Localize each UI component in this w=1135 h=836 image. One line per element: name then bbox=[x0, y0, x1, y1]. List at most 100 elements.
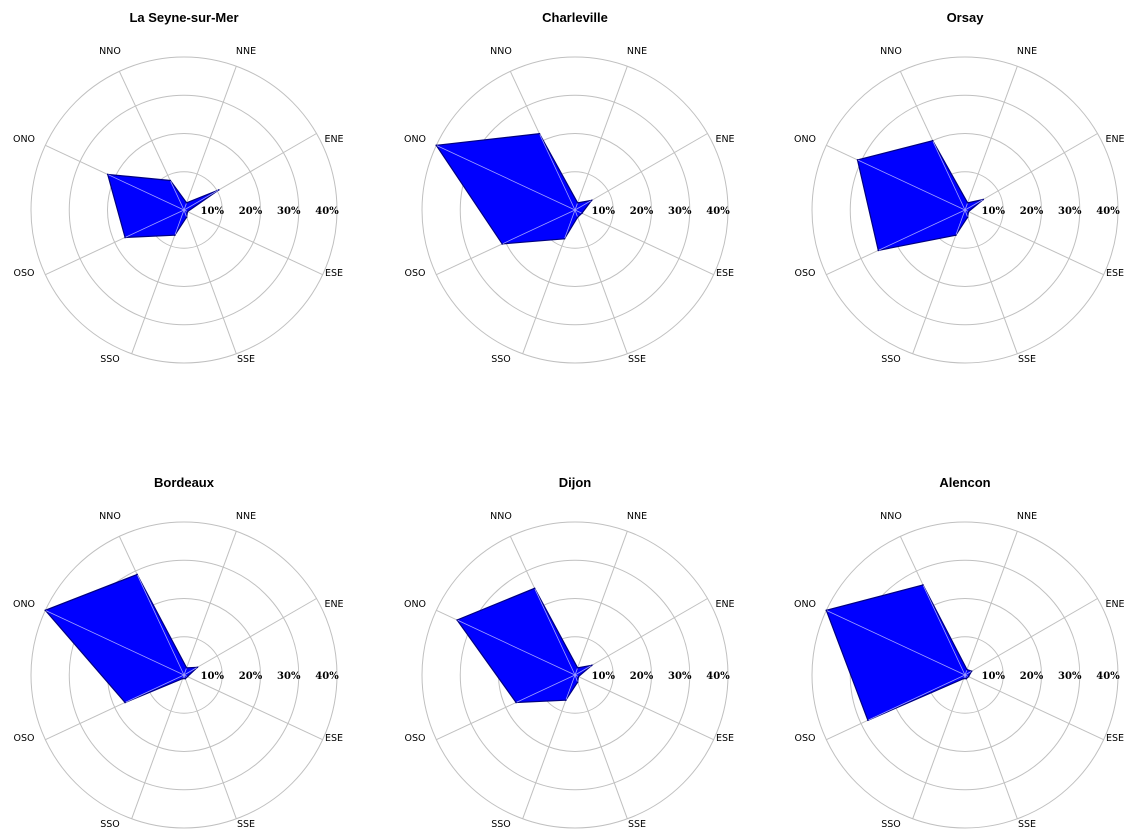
spoke-overlay bbox=[124, 674, 185, 703]
radial-tick-label: 20% bbox=[239, 206, 263, 217]
direction-label-ene: ENE bbox=[1105, 134, 1124, 145]
direction-label-ese: ESE bbox=[1106, 268, 1124, 279]
data-point-sso bbox=[563, 237, 566, 240]
data-point-sso bbox=[955, 234, 957, 236]
spoke-line bbox=[183, 674, 237, 819]
radial-tick-label: 20% bbox=[239, 671, 263, 682]
radial-tick-label: 40% bbox=[706, 206, 730, 217]
spoke-line bbox=[183, 66, 237, 211]
grid-circle bbox=[459, 559, 691, 791]
radial-tick-label: 20% bbox=[1020, 671, 1044, 682]
data-point-ese bbox=[967, 675, 970, 678]
radial-tick-label: 20% bbox=[1020, 206, 1044, 217]
spoke-overlay bbox=[955, 209, 966, 236]
spoke-line bbox=[964, 209, 1104, 276]
data-point-nne bbox=[185, 667, 188, 669]
direction-label-ono: ONO bbox=[794, 134, 816, 145]
data-point-nne bbox=[576, 202, 579, 204]
spoke-overlay bbox=[183, 667, 198, 676]
grid-circle bbox=[421, 521, 729, 829]
data-point-ene bbox=[982, 198, 985, 201]
chart-title: Orsay bbox=[946, 10, 984, 25]
grid-circle bbox=[68, 559, 300, 791]
direction-label-sso: SSO bbox=[881, 354, 901, 365]
grid-circle bbox=[30, 521, 338, 829]
data-point-ese bbox=[967, 210, 970, 213]
direction-label-nne: NNE bbox=[627, 511, 647, 522]
direction-label-sso: SSO bbox=[491, 354, 511, 365]
spoke-overlay bbox=[878, 209, 966, 251]
data-point-sse bbox=[576, 216, 579, 218]
spoke-line bbox=[964, 209, 1018, 354]
spoke-overlay bbox=[565, 674, 576, 701]
data-point-ene bbox=[217, 189, 220, 191]
grid-circle bbox=[849, 94, 1081, 326]
data-point-ono bbox=[44, 609, 47, 612]
direction-label-ono: ONO bbox=[404, 134, 426, 145]
data-point-oso bbox=[124, 236, 126, 239]
spoke-line bbox=[574, 209, 628, 354]
spoke-overlay bbox=[964, 670, 972, 676]
spoke-overlay bbox=[183, 189, 219, 211]
direction-label-nne: NNE bbox=[1017, 46, 1037, 57]
spoke-line bbox=[574, 133, 708, 211]
direction-label-ono: ONO bbox=[404, 599, 426, 610]
data-point-ese bbox=[186, 210, 189, 213]
radial-tick-label: 10% bbox=[982, 671, 1006, 682]
direction-label-sse: SSE bbox=[628, 819, 646, 830]
radial-tick-label: 10% bbox=[201, 206, 225, 217]
spoke-line bbox=[574, 598, 708, 676]
spoke-overlay bbox=[964, 202, 968, 211]
spoke-overlay bbox=[183, 202, 187, 211]
direction-label-nne: NNE bbox=[627, 46, 647, 57]
data-point-ene bbox=[590, 664, 593, 667]
radial-tick-label: 40% bbox=[315, 671, 339, 682]
radial-tick-label: 30% bbox=[668, 206, 692, 217]
data-point-sse bbox=[184, 677, 187, 680]
direction-label-ese: ESE bbox=[325, 733, 343, 744]
radial-tick-label: 40% bbox=[706, 671, 730, 682]
grid-circle bbox=[421, 56, 729, 364]
spoke-line bbox=[131, 674, 185, 819]
data-point-nno bbox=[922, 584, 924, 586]
data-point-ono bbox=[106, 173, 109, 176]
spoke-overlay bbox=[574, 200, 592, 211]
direction-label-oso: OSO bbox=[14, 733, 35, 744]
data-point-oso bbox=[867, 719, 869, 722]
radial-tick-label: 40% bbox=[315, 206, 339, 217]
spoke-overlay bbox=[867, 674, 966, 721]
spoke-line bbox=[964, 674, 1018, 819]
data-point-sso bbox=[962, 677, 965, 680]
data-point-sso bbox=[181, 677, 184, 680]
direction-label-nne: NNE bbox=[1017, 511, 1037, 522]
direction-label-sso: SSO bbox=[881, 819, 901, 830]
data-point-ono bbox=[435, 144, 438, 147]
radial-tick-label: 30% bbox=[277, 671, 301, 682]
spoke-overlay bbox=[574, 209, 578, 218]
spoke-overlay bbox=[922, 584, 966, 676]
data-point-nno bbox=[169, 179, 172, 182]
direction-label-oso: OSO bbox=[405, 733, 426, 744]
spoke-line bbox=[183, 674, 323, 741]
direction-label-oso: OSO bbox=[405, 268, 426, 279]
data-point-sse bbox=[965, 677, 968, 680]
direction-label-sso: SSO bbox=[100, 819, 120, 830]
grid-circle bbox=[107, 133, 261, 287]
spoke-line bbox=[574, 209, 714, 276]
data-point-nne bbox=[576, 667, 579, 669]
radial-tick-label: 10% bbox=[592, 671, 616, 682]
data-point-sso bbox=[565, 699, 567, 701]
spoke-overlay bbox=[534, 588, 576, 676]
spoke-line bbox=[964, 133, 1098, 211]
radial-tick-label: 20% bbox=[630, 206, 654, 217]
direction-label-ono: ONO bbox=[13, 599, 35, 610]
direction-label-ene: ENE bbox=[324, 599, 343, 610]
spoke-overlay bbox=[45, 609, 185, 676]
data-point-sse bbox=[185, 216, 188, 218]
spoke-overlay bbox=[502, 209, 576, 245]
chart-title: Bordeaux bbox=[154, 475, 214, 490]
radial-tick-label: 30% bbox=[668, 671, 692, 682]
